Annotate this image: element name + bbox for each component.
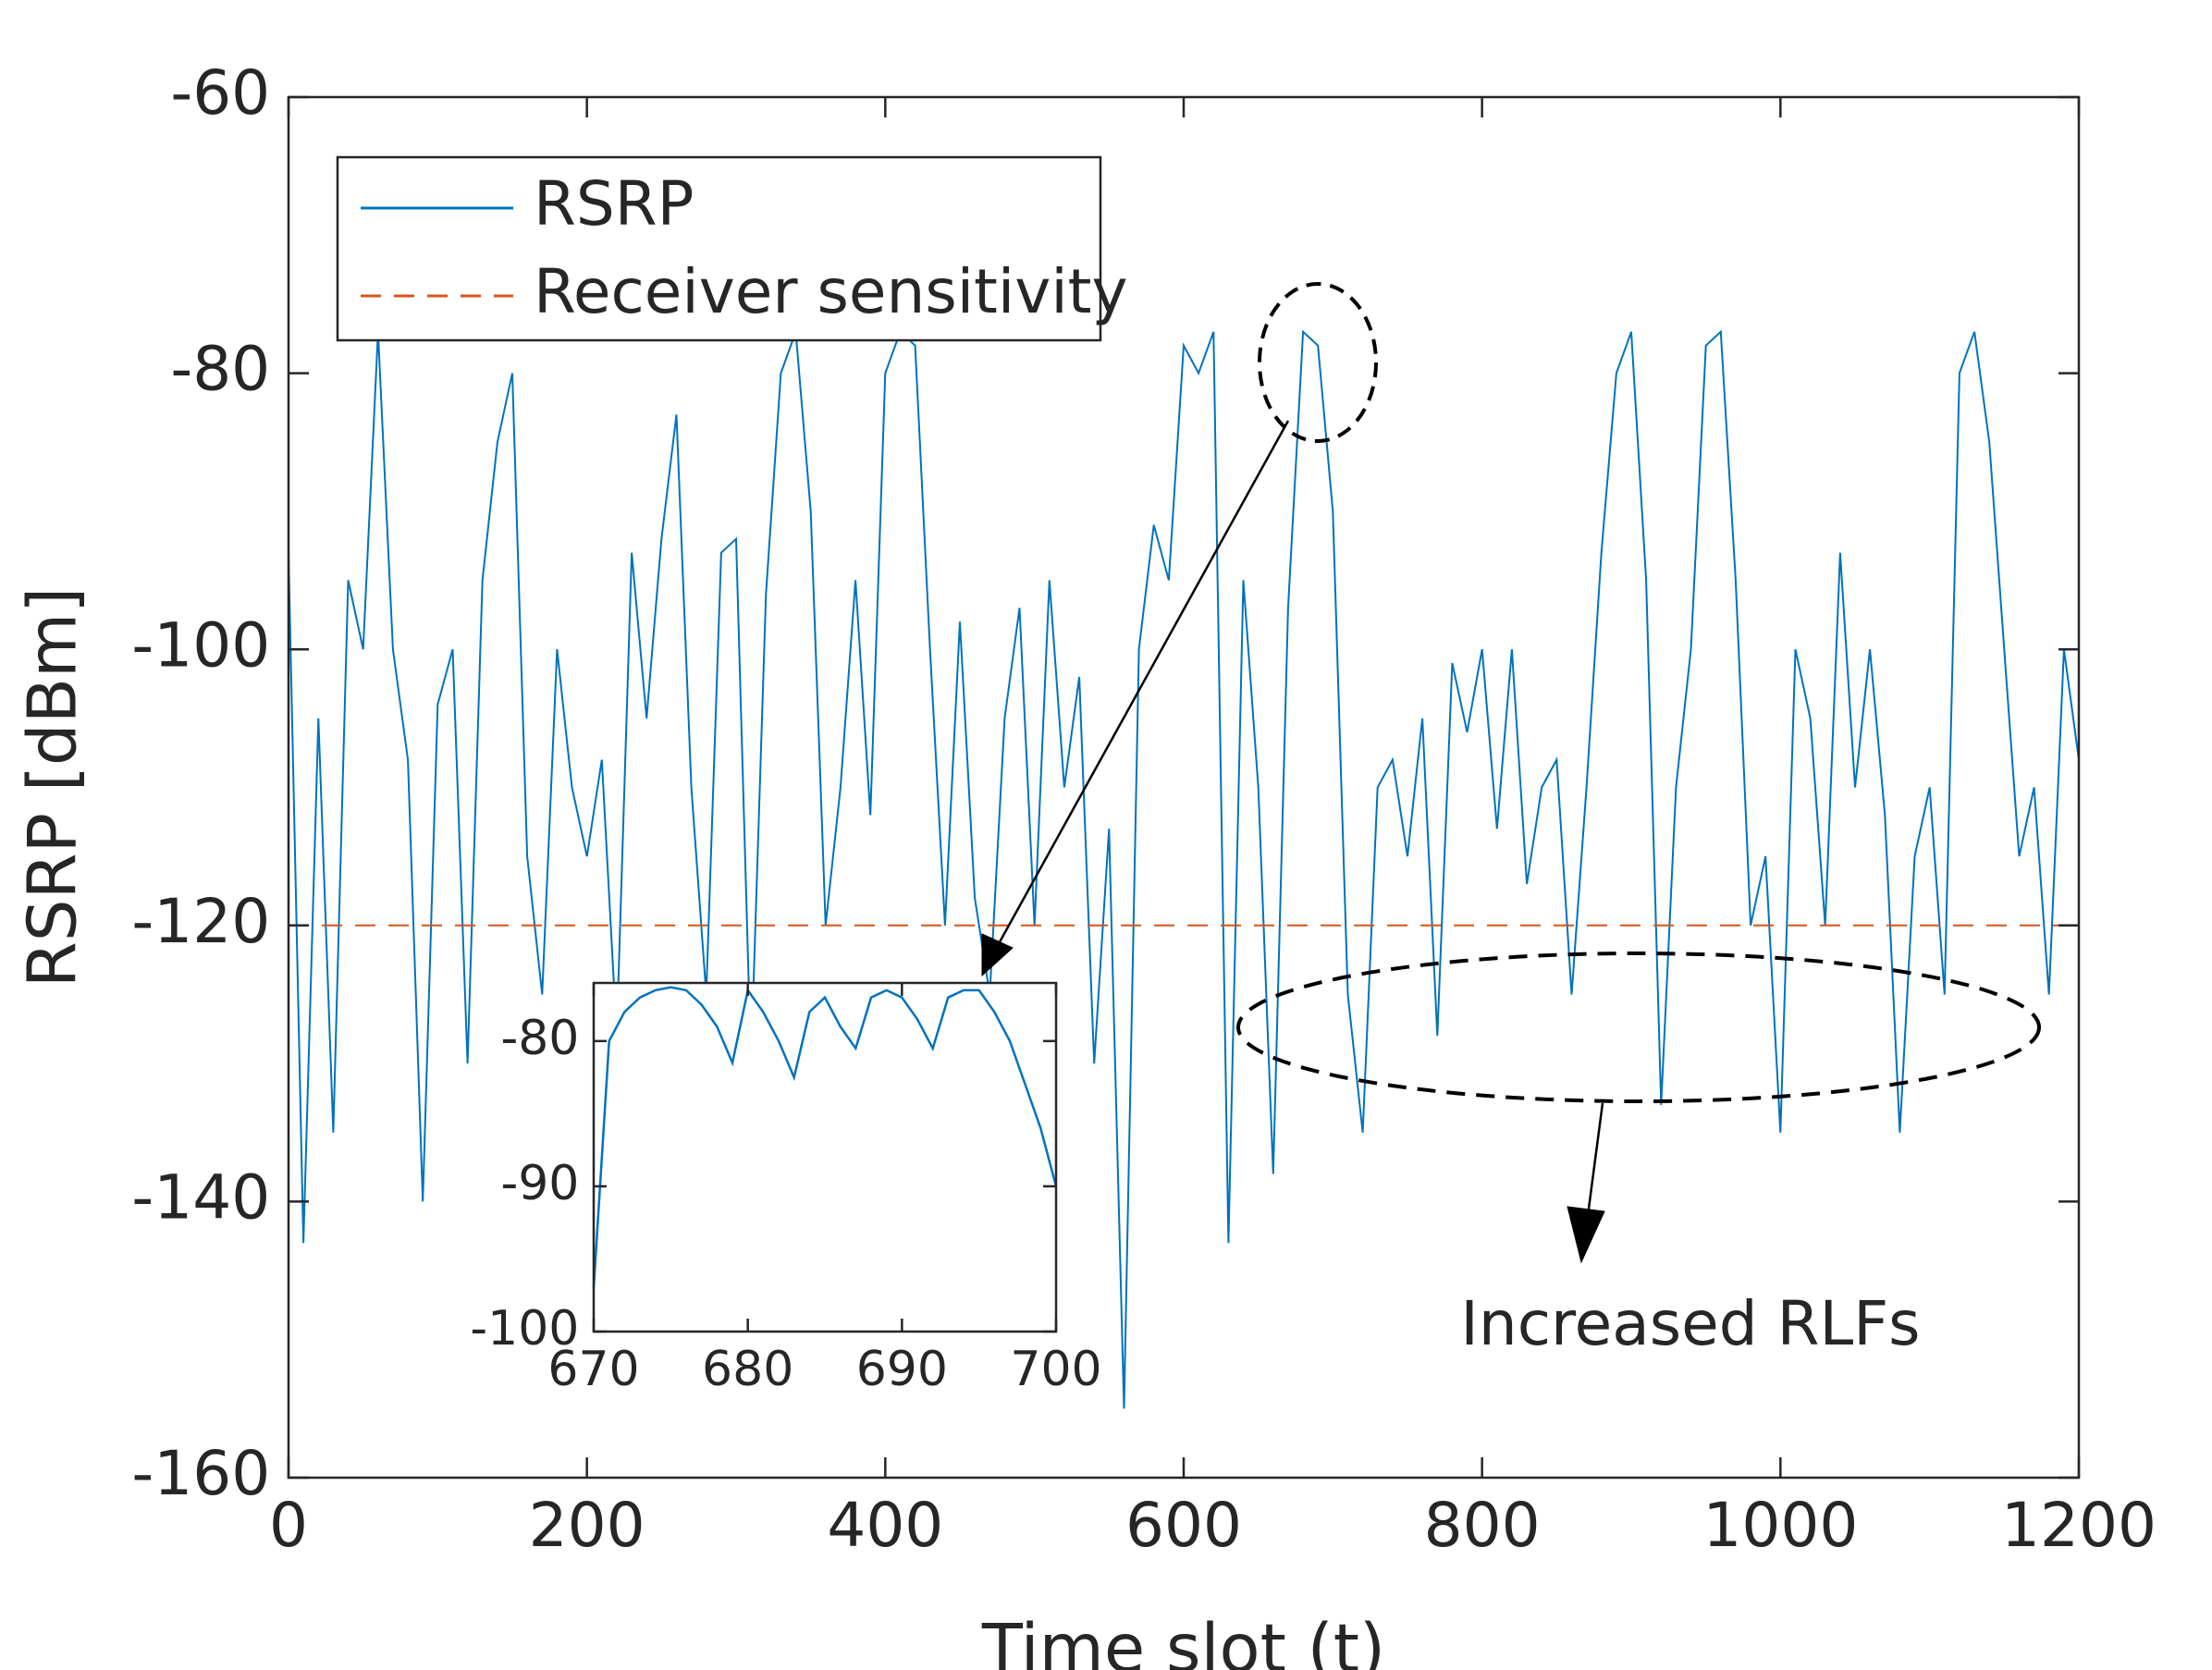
rlf-arrow [1584,1102,1604,1231]
x-axis-label: Time slot (t) [981,1610,1385,1670]
y-tick-label: -100 [470,1301,579,1357]
rlf-ellipse [1236,952,2041,1103]
x-tick-label: 670 [547,1342,639,1397]
x-tick-label: 700 [1010,1342,1101,1397]
series-line [288,329,2080,1409]
axes-box [592,981,1058,1333]
x-tick-label: 0 [269,1490,308,1561]
x-tick-label: 680 [702,1342,793,1397]
legend-label: RSRP [534,168,694,239]
x-tick-label: 400 [827,1490,943,1561]
legend-box [336,155,1102,342]
y-tick-label: -160 [131,1438,270,1509]
highlight-circle [1258,282,1378,443]
series-line [592,986,1058,1288]
y-tick-label: -140 [131,1161,270,1233]
annotation-shapes [981,282,2041,1264]
y-tick-label: -80 [500,1011,579,1066]
x-tick-label: 1000 [1702,1490,1858,1561]
y-tick-label: -120 [131,886,270,957]
y-axis-label: RSRP [dBm] [14,587,92,988]
x-tick-label: 1200 [2001,1490,2157,1561]
x-tick-label: 690 [856,1342,948,1397]
inset-arrow-head [981,933,1014,977]
y-tick-label: -60 [170,57,270,129]
rlf-arrow-head [1567,1206,1605,1264]
legend-label: Receiver sensitivity [534,256,1128,327]
y-tick-label: -100 [131,609,270,681]
x-tick-label: 200 [529,1490,645,1561]
plot-area [594,983,1056,1332]
annotation: Increased RLFs [1460,1288,1920,1359]
y-tick-label: -80 [170,334,270,405]
y-tick-label: -90 [500,1156,579,1211]
inset-arrow [989,420,1290,958]
x-tick-label: 600 [1125,1490,1242,1561]
x-tick-label: 800 [1424,1490,1541,1561]
